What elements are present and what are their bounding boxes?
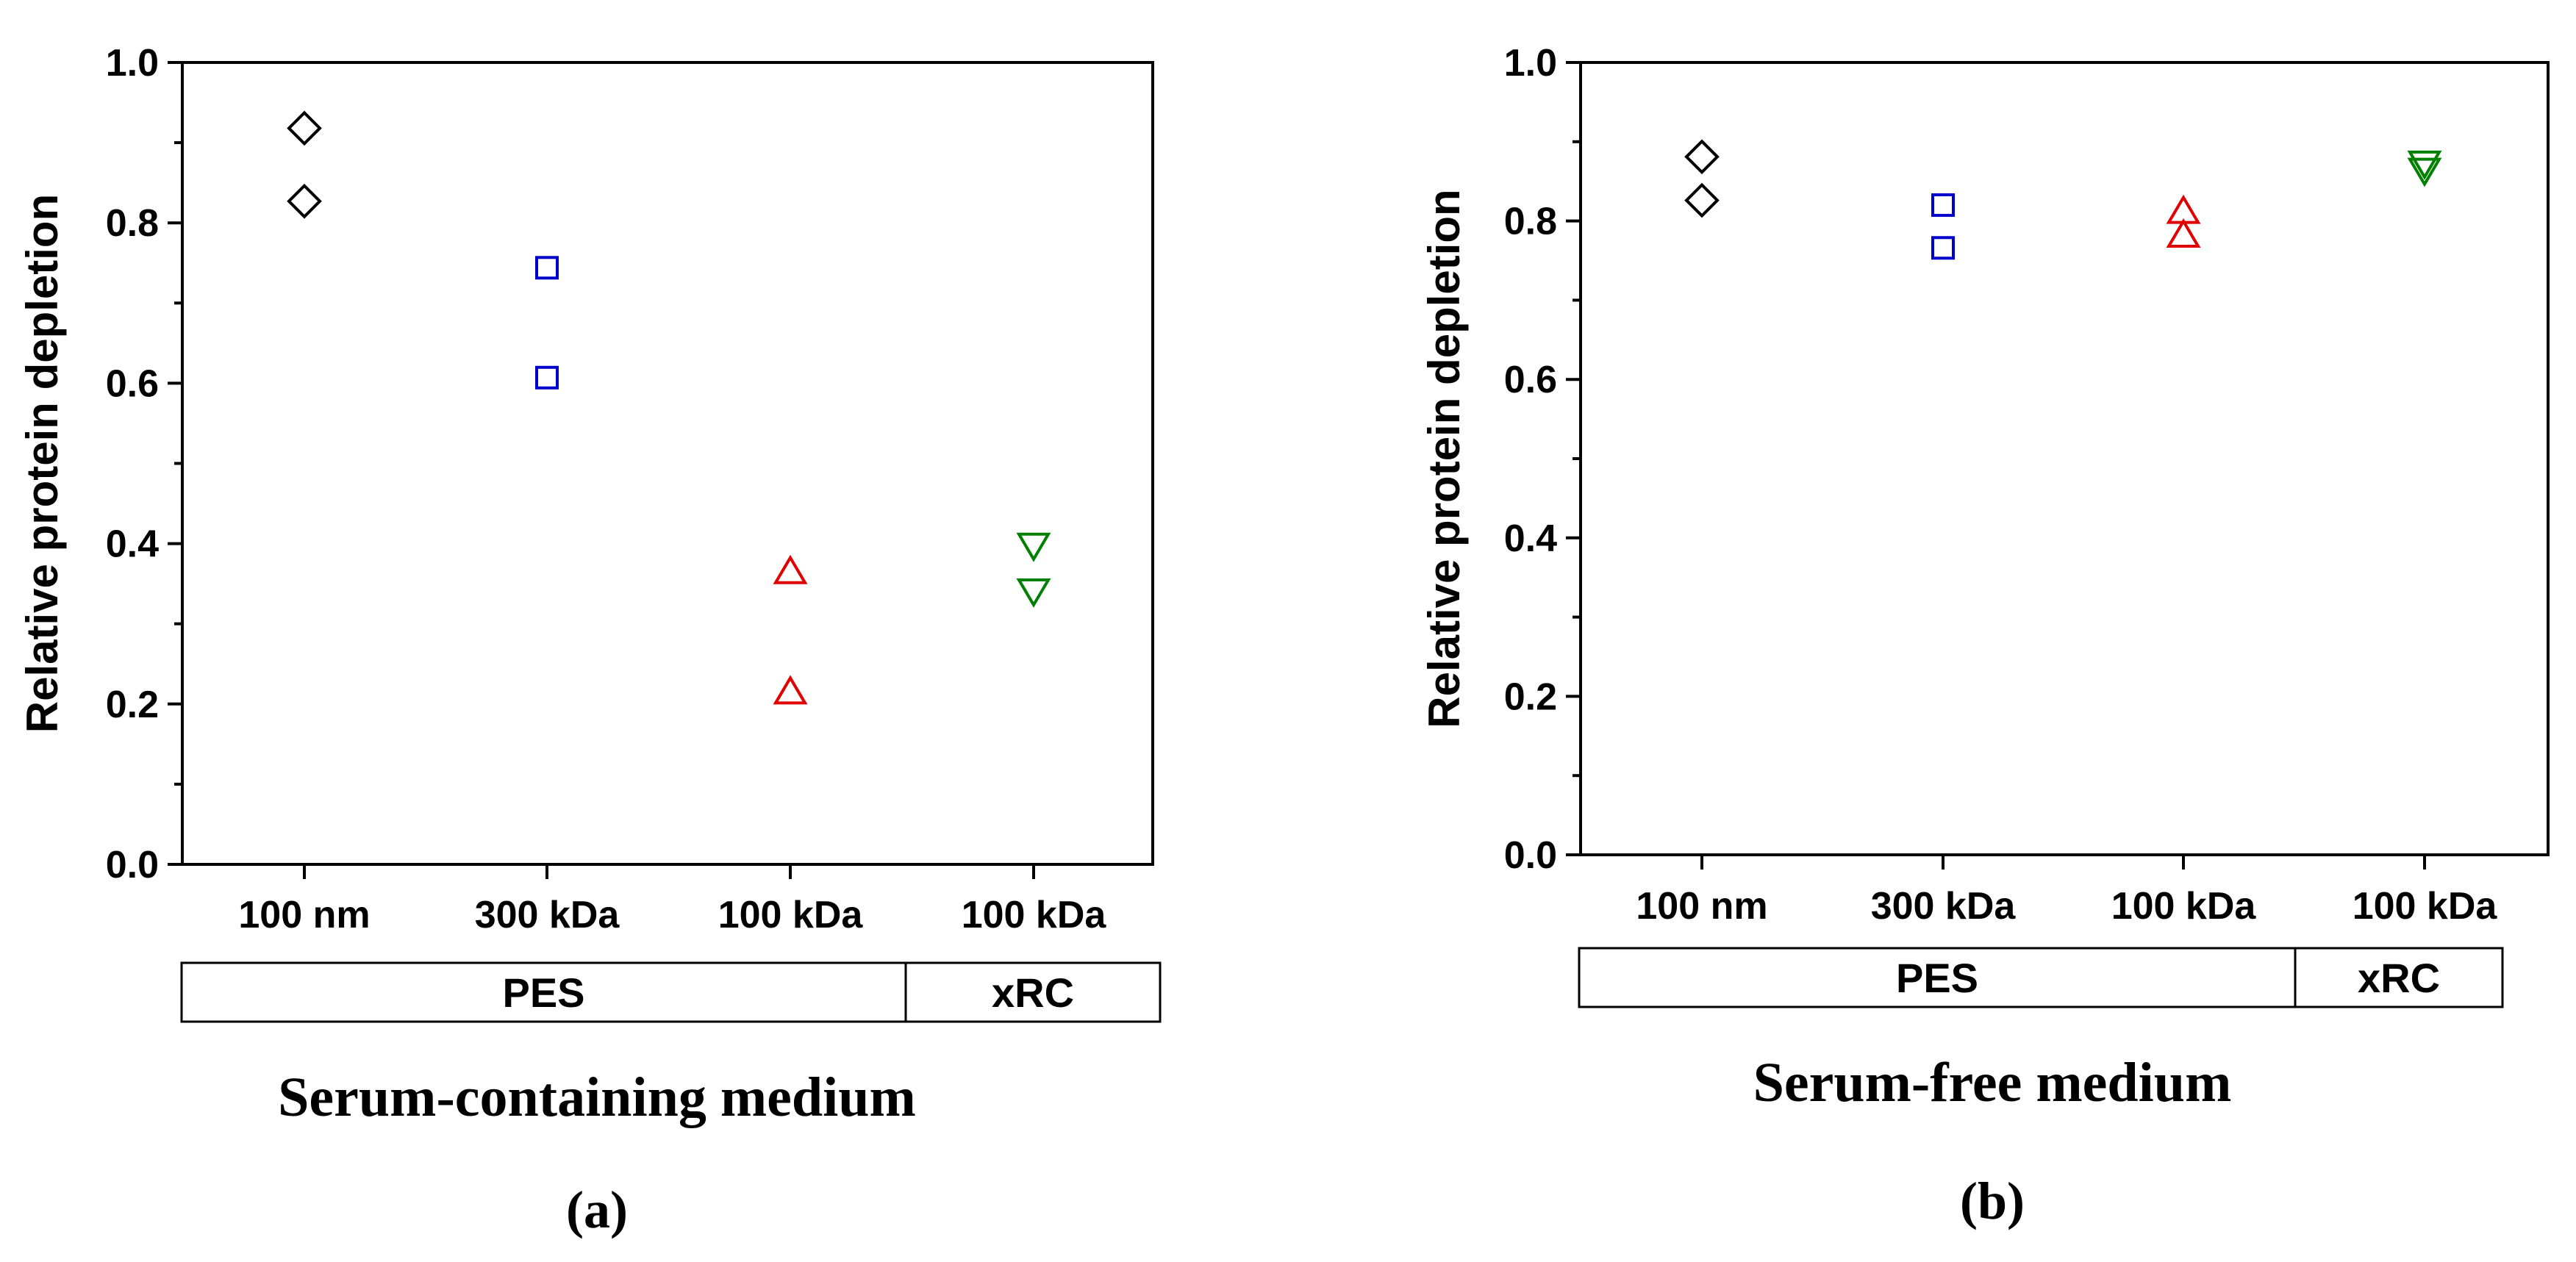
data-point-triangle-up xyxy=(2166,218,2201,248)
group-label-pes: PES xyxy=(1896,955,1978,1001)
panel-caption: Serum-free medium xyxy=(1753,1052,2232,1114)
data-point-square xyxy=(535,256,559,280)
y-tick-label: 1.0 xyxy=(1504,42,1557,85)
data-point-square xyxy=(1931,193,1955,218)
plot-frame xyxy=(1579,61,2550,856)
y-tick-label: 0.4 xyxy=(1504,517,1557,560)
x-tick-label: 100 kDa xyxy=(962,894,1107,936)
x-tick-label: 100 kDa xyxy=(2353,885,2498,928)
y-tick-label: 0.0 xyxy=(1504,834,1557,877)
panel-caption: Serum-containing medium xyxy=(278,1066,916,1128)
x-tick-label: 100 nm xyxy=(238,894,370,936)
y-tick-label: 0.8 xyxy=(1504,201,1557,243)
y-tick-label: 0.2 xyxy=(106,684,159,726)
y-tick-label: 0.6 xyxy=(106,362,159,405)
data-point-triangle-up xyxy=(773,554,808,584)
data-point-diamond xyxy=(287,110,322,146)
y-tick-label: 0.6 xyxy=(1504,359,1557,401)
data-point-square xyxy=(1931,236,1955,260)
data-point-diamond xyxy=(287,183,322,219)
chart-panel-a: 0.0 0.2 0.4 0.6 0.8 1.0 Relative protein deple… xyxy=(18,42,1162,1239)
y-axis-label: Relative protein depletion xyxy=(18,194,67,733)
data-point-triangle-down xyxy=(2407,150,2442,180)
x-tick-label: 100 nm xyxy=(1636,885,1767,928)
group-label-xrc: xRC xyxy=(992,969,1074,1016)
x-tick-label: 100 kDa xyxy=(2111,885,2257,928)
data-point-triangle-down xyxy=(1016,578,1051,608)
chart-panel-b: 0.0 0.2 0.4 0.6 0.8 1.0 Relative protein deple… xyxy=(1420,42,2550,1230)
y-tick-label: 0.4 xyxy=(106,523,159,566)
y-tick-label: 1.0 xyxy=(106,42,159,85)
panel-label: (a) xyxy=(566,1180,628,1239)
y-axis-label: Relative protein depletion xyxy=(1420,189,1469,728)
data-point-triangle-up xyxy=(773,675,808,705)
x-tick-label: 300 kDa xyxy=(475,894,620,936)
data-point-diamond xyxy=(1684,139,1720,175)
group-box xyxy=(1578,947,2504,1008)
group-box xyxy=(180,961,1162,1023)
x-tick-label: 100 kDa xyxy=(718,894,864,936)
group-label-pes: PES xyxy=(502,969,584,1016)
data-point-diamond xyxy=(1684,182,1720,218)
data-point-triangle-down xyxy=(1016,532,1051,562)
y-tick-label: 0.2 xyxy=(1504,675,1557,718)
plot-frame xyxy=(181,61,1154,866)
group-label-xrc: xRC xyxy=(2358,955,2440,1001)
panel-label: (b) xyxy=(1960,1172,2025,1230)
x-tick-label: 300 kDa xyxy=(1871,885,2017,928)
y-tick-label: 0.0 xyxy=(106,844,159,886)
y-tick-label: 0.8 xyxy=(106,202,159,245)
data-point-square xyxy=(535,365,559,390)
data-point-triangle-down xyxy=(2407,157,2442,187)
